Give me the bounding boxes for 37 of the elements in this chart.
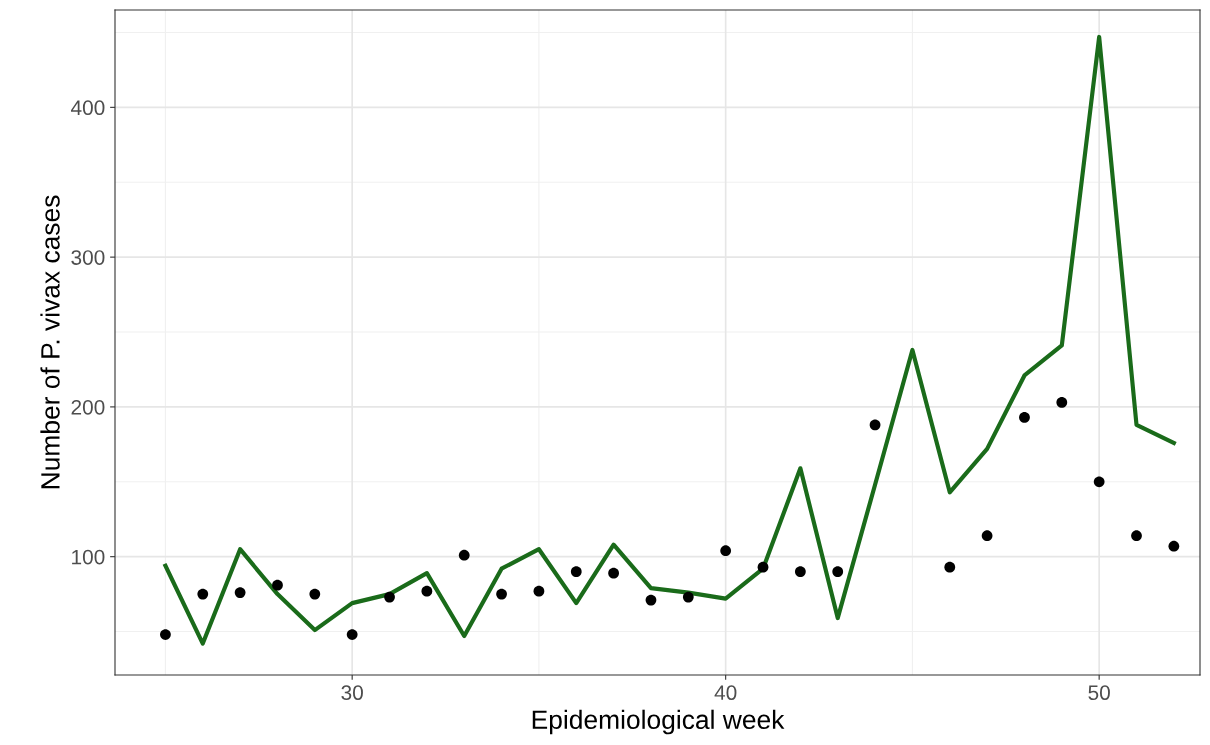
point <box>1168 540 1180 552</box>
point <box>944 561 956 573</box>
point <box>197 588 209 600</box>
point <box>794 566 806 578</box>
point <box>981 530 993 542</box>
point <box>608 567 619 579</box>
point <box>160 629 171 640</box>
point <box>720 545 732 557</box>
y-tick-label: 200 <box>71 399 105 415</box>
point <box>458 549 470 561</box>
x-tick-label: 50 <box>1088 685 1110 701</box>
point <box>1019 412 1030 423</box>
point <box>1056 397 1068 408</box>
y-axis-title: Number of P. vivax cases <box>40 195 60 489</box>
point <box>832 566 844 578</box>
point <box>272 579 283 591</box>
point <box>496 588 507 600</box>
point <box>757 561 769 573</box>
point <box>384 591 395 603</box>
point <box>421 585 433 597</box>
point <box>570 566 582 578</box>
y-tick-label: 400 <box>71 100 105 116</box>
point <box>1131 530 1142 542</box>
y-tick-label: 100 <box>72 549 105 565</box>
point <box>645 594 657 606</box>
point <box>682 591 694 603</box>
x-axis-title: Epidemiological week <box>532 709 785 735</box>
line-series <box>163 34 1176 646</box>
y-tick-label: 300 <box>71 250 105 265</box>
x-tick-label: 40 <box>714 685 737 701</box>
point <box>346 629 358 640</box>
point <box>533 585 545 597</box>
x-tick-label: 30 <box>341 685 363 701</box>
point <box>234 587 246 598</box>
point <box>309 588 321 600</box>
point <box>869 419 881 431</box>
point <box>1093 476 1105 488</box>
